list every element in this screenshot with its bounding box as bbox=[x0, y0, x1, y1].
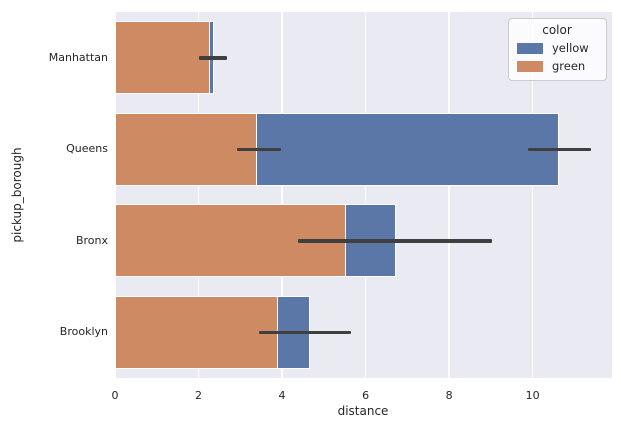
bar-green-queens bbox=[115, 112, 257, 186]
legend-entries: yellow green bbox=[517, 41, 597, 73]
y-tick-label-brooklyn: Brooklyn bbox=[59, 325, 108, 339]
bar-green-manhattan bbox=[115, 21, 211, 95]
plot-area: color yellow green bbox=[114, 12, 612, 378]
legend-entry-green: green bbox=[517, 59, 597, 73]
y-tick-label-queens: Queens bbox=[66, 142, 108, 156]
legend-entry-yellow: yellow bbox=[517, 41, 597, 55]
gridline-x-0 bbox=[114, 12, 116, 378]
y-tick-label-bronx: Bronx bbox=[75, 233, 108, 247]
gridline-x-8 bbox=[448, 12, 450, 378]
legend-label-yellow: yellow bbox=[552, 41, 589, 55]
error-bar-manhattan-0 bbox=[198, 56, 227, 60]
x-tick-label-6: 6 bbox=[362, 389, 370, 402]
legend-title: color bbox=[542, 23, 572, 37]
legend: color yellow green bbox=[508, 18, 607, 81]
legend-swatch-green bbox=[517, 60, 543, 72]
error-bar-brooklyn-4 bbox=[259, 330, 351, 334]
gridline-x-2 bbox=[197, 12, 200, 378]
bar-green-brooklyn bbox=[115, 295, 278, 369]
error-bar-bronx-3 bbox=[297, 239, 492, 243]
gridline-x-6 bbox=[364, 12, 367, 378]
x-tick-label-0: 0 bbox=[111, 389, 119, 402]
error-bar-queens-1 bbox=[236, 147, 281, 151]
x-tick-label-10: 10 bbox=[525, 389, 540, 402]
x-tick-label-8: 8 bbox=[445, 389, 453, 402]
x-axis-title: distance bbox=[337, 404, 389, 418]
x-tick-label-2: 2 bbox=[195, 389, 203, 402]
x-tick-label-4: 4 bbox=[278, 389, 286, 402]
legend-swatch-yellow bbox=[517, 42, 543, 54]
y-tick-label-manhattan: Manhattan bbox=[48, 50, 108, 64]
legend-label-green: green bbox=[552, 59, 586, 73]
error-bar-queens-2 bbox=[528, 147, 591, 151]
gridline-x-4 bbox=[281, 12, 283, 378]
gridline-x-10 bbox=[531, 12, 534, 378]
y-axis-title: pickup_borough bbox=[10, 147, 24, 243]
